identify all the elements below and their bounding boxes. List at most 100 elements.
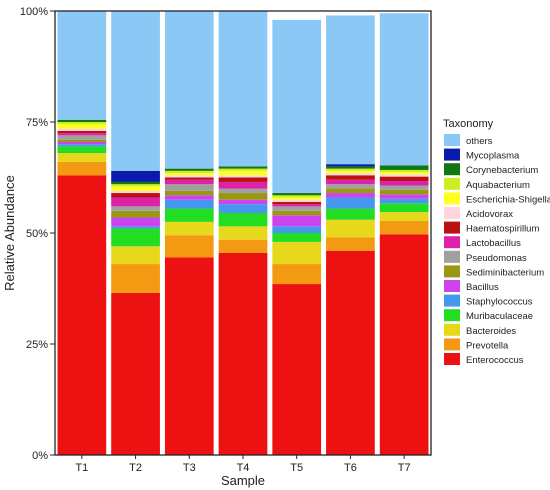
bar-segment-acidovorax-t7 [379, 174, 429, 177]
legend-label: Mycoplasma [466, 151, 520, 162]
bar-segment-pseudomonas-t4 [218, 188, 268, 194]
bar-segment-bacteroides-t7 [379, 212, 429, 222]
bar-segment-haematospirillum-t2 [111, 193, 160, 198]
bar-segment-enterococcus-t3 [164, 257, 214, 455]
legend-swatch [444, 221, 460, 234]
x-tick-label: T1 [75, 462, 88, 474]
bar-segment-pseudomonas-t1 [57, 135, 107, 140]
legend-label: Bacteroides [466, 326, 516, 337]
y-tick-label: 75% [26, 117, 48, 129]
bar-segment-others-t5 [272, 19, 322, 194]
bar-segment-staphylococcus-t2 [111, 226, 160, 229]
bar-segment-lactobacillus-t4 [218, 181, 268, 189]
legend-item-sediminibacterium: Sediminibacterium [444, 265, 544, 278]
y-tick-label: 0% [32, 450, 48, 462]
bar-segment-staphylococcus-t5 [272, 226, 322, 233]
bar-segment-bacillus-t2 [111, 217, 160, 227]
bar-segment-bacillus-t7 [379, 194, 429, 199]
legend-swatch [444, 207, 460, 219]
legend: Taxonomy others Mycoplasma Corynebacterium… [443, 118, 550, 366]
bar-stack-t5 [272, 19, 322, 455]
legend-item-acidovorax: Acidovorax [444, 207, 513, 220]
bar-segment-prevotella-t1 [57, 161, 107, 176]
bar-stack-t1 [57, 11, 107, 455]
legend-swatch [444, 250, 460, 263]
bars [57, 11, 429, 455]
legend-label: Staphylococcus [466, 297, 533, 308]
bar-segment-haematospirillum-t1 [57, 130, 107, 134]
bar-segment-mycoplasma-t2 [111, 170, 160, 182]
bar-segment-aquabacterium-t4 [218, 168, 268, 171]
bar-segment-sediminibacterium-t2 [111, 210, 160, 218]
bar-segment-escherichia-shigella-t7 [379, 172, 429, 175]
legend-label: Acidovorax [466, 209, 513, 220]
legend-title: Taxonomy [443, 118, 494, 130]
bar-segment-pseudomonas-t7 [379, 185, 429, 190]
legend-swatch [444, 338, 460, 351]
bar-segment-corynebacterium-t6 [326, 166, 375, 169]
legend-item-staphylococcus: Staphylococcus [444, 294, 533, 308]
bar-segment-lactobacillus-t7 [379, 181, 429, 186]
bar-segment-corynebacterium-t7 [379, 165, 429, 170]
bar-segment-acidovorax-t2 [111, 190, 160, 194]
bar-segment-muribaculaceae-t2 [111, 228, 160, 247]
bar-segment-aquabacterium-t3 [164, 170, 214, 174]
legend-item-escherichia-shigella: Escherichia-Shigella [444, 192, 550, 205]
bar-segment-prevotella-t3 [164, 235, 214, 258]
bar-segment-corynebacterium-t5 [272, 193, 322, 196]
bar-stack-t2 [111, 11, 160, 455]
bar-segment-escherichia-shigella-t1 [57, 124, 107, 129]
legend-label: Pseudomonas [466, 253, 527, 264]
bar-segment-escherichia-shigella-t3 [164, 173, 214, 176]
bar-segment-sediminibacterium-t6 [326, 188, 375, 194]
y-tick-label: 25% [26, 339, 48, 351]
legend-item-bacteroides: Bacteroides [444, 323, 516, 337]
legend-swatch [444, 309, 460, 322]
legend-swatch [444, 163, 460, 176]
bar-segment-haematospirillum-t5 [272, 201, 322, 205]
bar-segment-escherichia-shigella-t2 [111, 186, 160, 191]
legend-label: Lactobacillus [466, 238, 521, 249]
legend-item-aquabacterium: Aquabacterium [444, 177, 530, 191]
legend-label: Haematospirillum [466, 224, 539, 235]
y-axis: 0% 25% 50% 75% 100% [20, 6, 55, 462]
bar-segment-sediminibacterium-t1 [57, 139, 107, 142]
bar-segment-lactobacillus-t2 [111, 197, 160, 207]
bar-segment-haematospirillum-t7 [379, 176, 429, 182]
legend-swatch [444, 323, 460, 336]
bar-segment-muribaculaceae-t1 [57, 146, 107, 154]
bar-segment-enterococcus-t1 [57, 175, 107, 455]
legend-label: Muribaculaceae [466, 311, 533, 322]
bar-segment-others-t7 [379, 13, 429, 166]
bar-segment-enterococcus-t5 [272, 284, 322, 455]
bar-segment-acidovorax-t5 [272, 199, 322, 202]
legend-label: Enterococcus [466, 355, 524, 366]
legend-label: Sediminibacterium [466, 267, 544, 278]
bar-segment-haematospirillum-t6 [326, 175, 375, 180]
bar-segment-sediminibacterium-t5 [272, 210, 322, 216]
legend-swatch [444, 294, 460, 307]
bar-segment-bacteroides-t1 [57, 153, 107, 162]
legend-item-muribaculaceae: Muribaculaceae [444, 309, 533, 322]
bar-segment-corynebacterium-t2 [111, 181, 160, 185]
bar-segment-corynebacterium-t3 [164, 168, 214, 171]
bar-segment-pseudomonas-t3 [164, 184, 214, 191]
legend-swatch [444, 353, 460, 365]
bar-segment-bacteroides-t2 [111, 246, 160, 265]
bar-segment-others-t6 [326, 15, 375, 165]
bar-segment-corynebacterium-t4 [218, 166, 268, 169]
bar-segment-mycoplasma-t6 [326, 164, 375, 167]
legend-item-bacillus: Bacillus [444, 280, 499, 293]
bar-segment-bacillus-t4 [218, 199, 268, 205]
x-tick-label: T3 [183, 462, 196, 474]
legend-label: Prevotella [466, 340, 509, 351]
bar-segment-lactobacillus-t6 [326, 179, 375, 185]
bar-segment-aquabacterium-t1 [57, 122, 107, 125]
bar-segment-staphylococcus-t4 [218, 204, 268, 214]
bar-segment-bacillus-t1 [57, 141, 107, 145]
x-tick-label: T7 [398, 462, 411, 474]
bar-segment-prevotella-t5 [272, 264, 322, 285]
bar-segment-staphylococcus-t3 [164, 199, 214, 209]
x-tick-label: T4 [237, 462, 250, 474]
legend-label: Bacillus [466, 282, 499, 293]
